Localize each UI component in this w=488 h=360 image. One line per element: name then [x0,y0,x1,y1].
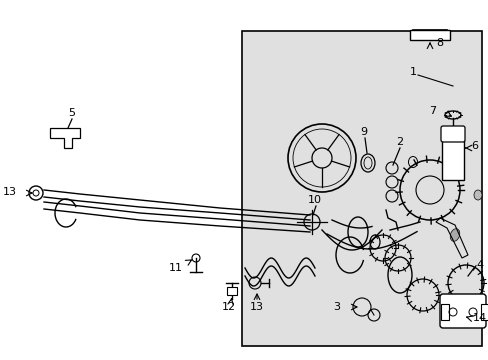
Text: 6: 6 [470,141,477,151]
Bar [441,140,463,180]
Text: 7: 7 [428,106,435,116]
Text: 13: 13 [3,187,17,197]
Bar [440,304,448,320]
Ellipse shape [473,190,481,200]
Text: 10: 10 [307,195,321,205]
Text: 12: 12 [222,302,236,312]
Bar [226,287,237,295]
Text: 5: 5 [68,108,75,118]
FancyBboxPatch shape [440,126,464,142]
Ellipse shape [449,229,459,241]
Text: 14: 14 [472,313,486,323]
Text: 1: 1 [409,67,416,77]
Bar [242,31,481,346]
Text: 4: 4 [475,260,482,270]
Text: 8: 8 [435,38,442,48]
Text: 2: 2 [395,137,402,147]
FancyBboxPatch shape [439,294,485,328]
Text: 13: 13 [249,302,264,312]
Text: 9: 9 [359,127,366,137]
Bar [480,304,488,320]
Bar [409,30,449,40]
Text: 11: 11 [169,263,183,273]
Text: 3: 3 [332,302,339,312]
